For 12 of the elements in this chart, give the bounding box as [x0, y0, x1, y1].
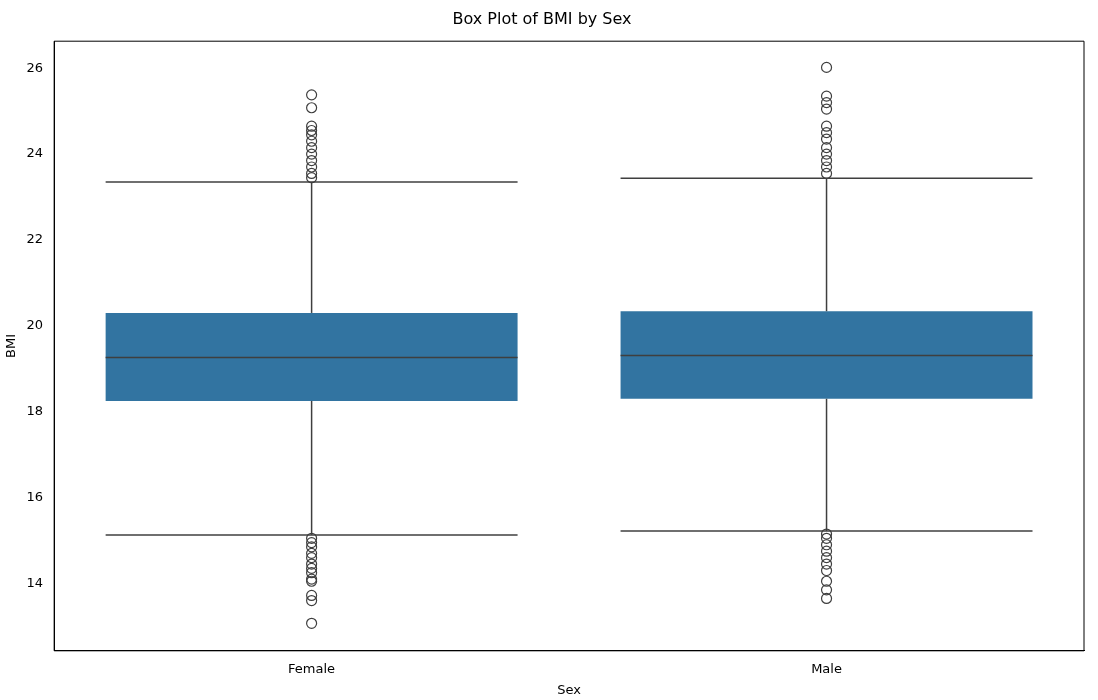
y-axis-title: BMI: [3, 334, 19, 358]
y-tick-label: 16: [26, 488, 44, 504]
y-tick-label: 24: [26, 145, 44, 161]
x-axis-title: Sex: [557, 681, 582, 697]
x-tick-label: Female: [288, 660, 336, 676]
chart-title: Box Plot of BMI by Sex: [452, 8, 632, 28]
y-tick-label: 22: [26, 231, 44, 247]
y-tick-label: 26: [26, 59, 44, 75]
y-tick-label: 20: [26, 317, 44, 333]
y-tick-label: 18: [26, 403, 44, 419]
y-tick-label: 14: [26, 574, 44, 590]
x-tick-label: Male: [811, 660, 842, 676]
